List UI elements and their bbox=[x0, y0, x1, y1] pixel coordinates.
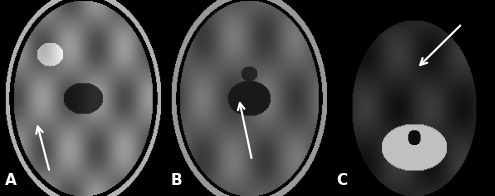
Text: C: C bbox=[337, 173, 347, 188]
Text: A: A bbox=[5, 173, 17, 188]
Text: B: B bbox=[171, 173, 183, 188]
